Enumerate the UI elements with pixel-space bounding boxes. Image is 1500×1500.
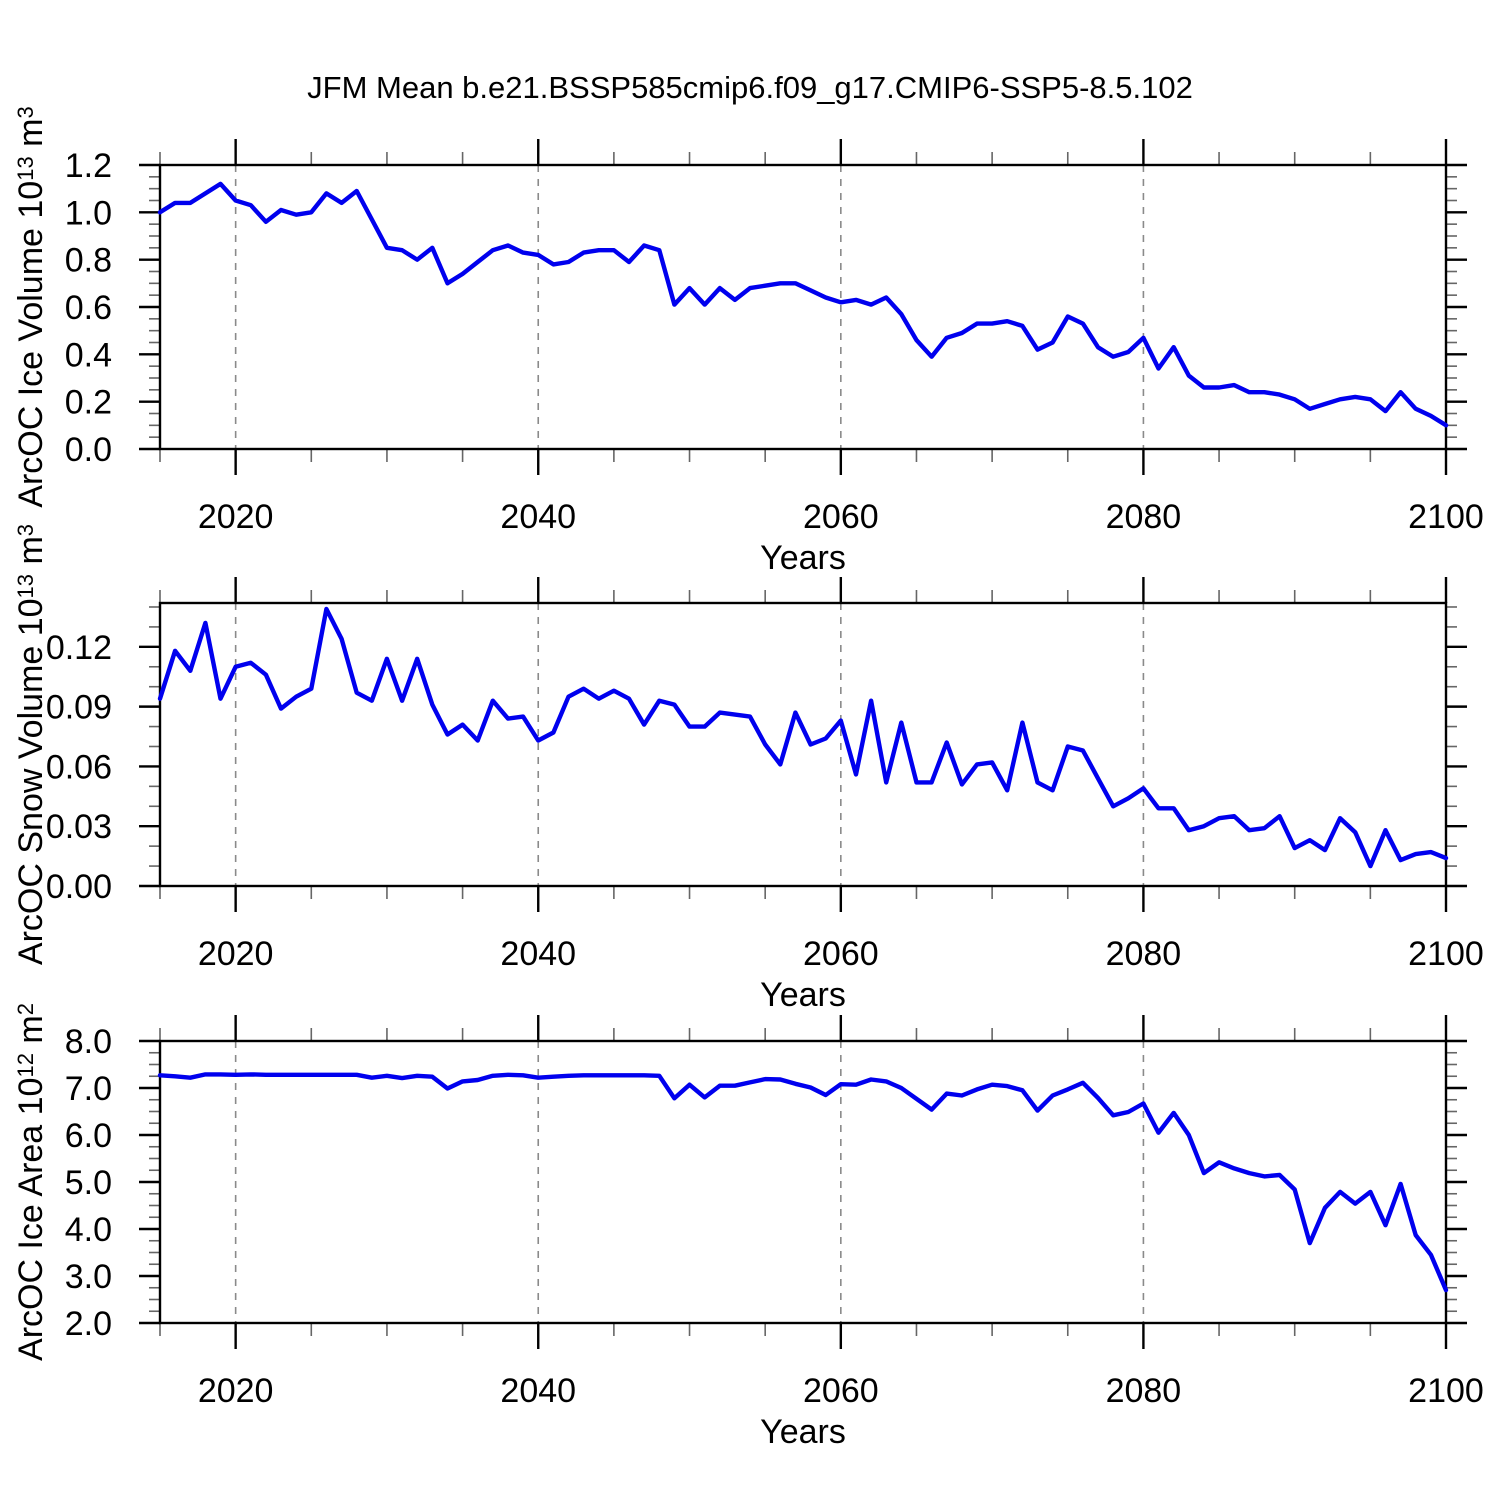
x-tick-label: 2020 <box>198 1372 274 1410</box>
x-tick-label: 2040 <box>500 498 576 536</box>
y-tick-label: 6.0 <box>65 1117 112 1155</box>
snow-volume-series-line <box>157 606 1449 869</box>
page-title: JFM Mean b.e21.BSSP585cmip6.f09_g17.CMIP… <box>307 70 1193 105</box>
y-tick-label: 0.4 <box>65 336 112 374</box>
y-tick-label: 1.2 <box>65 147 112 185</box>
x-axis-title: Years <box>760 1413 846 1451</box>
x-tick-label: 2060 <box>803 935 879 973</box>
x-tick-label: 2080 <box>1106 935 1182 973</box>
x-axis-title: Years <box>760 976 846 1014</box>
y-tick-label: 0.0 <box>65 431 112 469</box>
y-tick-label: 0.03 <box>46 808 112 846</box>
x-tick-label: 2100 <box>1408 498 1484 536</box>
snow-volume-panel: 2020 2040 2060 2080 2100 0.00 0.03 0.06 0.09 0.12… <box>12 524 1484 1014</box>
ice-volume-series-line <box>157 181 1449 428</box>
y-axis-title: ArcOC Ice Area 1012 m2 <box>12 1003 50 1361</box>
y-tick-label: 8.0 <box>65 1023 112 1061</box>
y-tick-label: 0.06 <box>46 748 112 786</box>
y-axis-title: ArcOC Ice Volume 1013 m3 <box>12 106 50 507</box>
x-tick-label: 2100 <box>1408 1372 1484 1410</box>
y-tick-label: 0.09 <box>46 689 112 727</box>
y-tick-label: 2.0 <box>65 1305 112 1343</box>
x-tick-label: 2060 <box>803 1372 879 1410</box>
x-tick-label: 2080 <box>1106 498 1182 536</box>
y-tick-label: 0.12 <box>46 629 112 667</box>
y-tick-label: 7.0 <box>65 1070 112 1108</box>
x-tick-label: 2020 <box>198 935 274 973</box>
x-tick-label: 2020 <box>198 498 274 536</box>
y-tick-label: 0.8 <box>65 242 112 280</box>
y-axis-title: ArcOC Snow Volume 1013 m3 <box>12 524 50 965</box>
x-tick-label: 2080 <box>1106 1372 1182 1410</box>
plot-frame <box>158 163 1448 451</box>
y-tick-label: 1.0 <box>65 194 112 232</box>
x-tick-label: 2040 <box>500 935 576 973</box>
y-tick-label: 0.6 <box>65 289 112 327</box>
y-tick-label: 5.0 <box>65 1164 112 1202</box>
y-tick-label: 0.2 <box>65 384 112 422</box>
ice-volume-panel: 2020 2040 2060 2080 2100 0.0 0.2 0.4 0.6 0.8 1.0 1.… <box>12 106 1484 577</box>
y-tick-label: 4.0 <box>65 1211 112 1249</box>
y-tick-label: 0.00 <box>46 868 112 906</box>
x-axis-title: Years <box>760 539 846 577</box>
plot-frame <box>158 601 1448 888</box>
y-tick-label: 3.0 <box>65 1258 112 1296</box>
x-tick-label: 2100 <box>1408 935 1484 973</box>
ice-area-panel: 2020 2040 2060 2080 2100 2.0 3.0 4.0 5.0 6.0 7.0 8.… <box>12 1003 1484 1451</box>
ice-area-series-line <box>157 1072 1449 1293</box>
x-tick-label: 2060 <box>803 498 879 536</box>
x-tick-label: 2040 <box>500 1372 576 1410</box>
plot-frame <box>158 1039 1448 1325</box>
